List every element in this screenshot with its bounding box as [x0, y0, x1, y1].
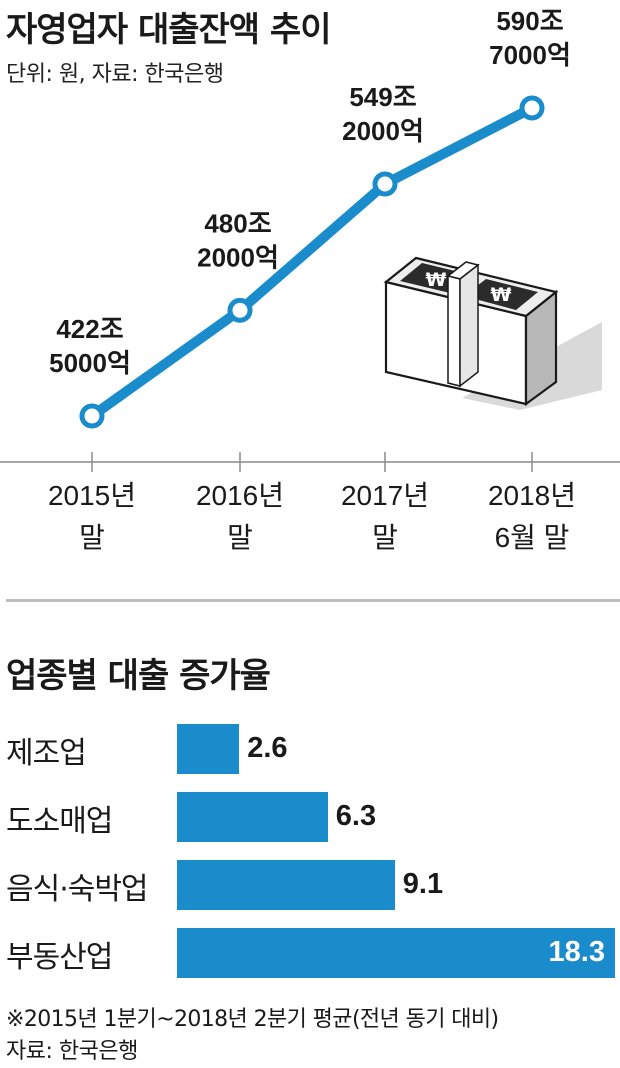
money-bundle-icon: ₩ ₩	[383, 256, 602, 410]
data-point	[372, 171, 398, 197]
line-chart-subtitle: 단위: 원, 자료: 한국은행	[6, 62, 224, 87]
bar-chart-title: 업종별 대출 증가율	[6, 656, 271, 696]
bar-row: 도소매업 6.3	[0, 792, 620, 842]
line-chart-title: 자영업자 대출잔액 추이	[6, 10, 331, 50]
bar-row: 음식·숙박업 9.1	[0, 860, 620, 910]
data-point	[79, 403, 105, 429]
bar	[177, 792, 328, 842]
bar	[177, 724, 240, 774]
series-line	[87, 103, 537, 421]
data-label: 549조 2000억	[342, 82, 424, 146]
data-label: 422조 5000억	[49, 314, 131, 378]
x-tick-label: 2016년 말	[196, 480, 284, 553]
x-tick-label: 2015년 말	[48, 480, 136, 553]
bar-category-label: 제조업	[6, 736, 87, 771]
bar-category-label: 음식·숙박업	[6, 872, 149, 907]
line-chart: ₩ ₩ 422조 5000억 480조 2000억 549조 2000억 590조 7000억…	[0, 6, 620, 553]
bar	[177, 928, 615, 978]
source-note: 자료: 한국은행	[6, 1039, 138, 1064]
bar-value-label: 2.6	[247, 732, 288, 764]
bar	[177, 860, 395, 910]
bar-category-label: 도소매업	[6, 804, 113, 839]
section-divider	[6, 599, 620, 602]
x-tick-label: 2017년 말	[341, 480, 429, 553]
svg-text:₩: ₩	[426, 269, 447, 291]
bar-value-label: 18.3	[548, 936, 605, 968]
x-tick-label: 2018년 6월 말	[488, 480, 576, 553]
bar-value-label: 6.3	[335, 800, 377, 832]
bar-row: 부동산업 18.3	[0, 928, 620, 978]
data-label: 480조 2000억	[197, 208, 279, 272]
bar-row: 제조업 2.6	[0, 724, 620, 774]
data-point	[519, 95, 545, 121]
bar-category-label: 부동산업	[6, 940, 113, 975]
footnote: ※2015년 1분기~2018년 2분기 평균(전년 동기 대비)	[6, 1007, 499, 1032]
svg-text:₩: ₩	[491, 284, 512, 306]
data-point	[227, 297, 253, 323]
data-label: 590조 7000억	[489, 6, 571, 70]
bar-value-label: 9.1	[402, 868, 444, 900]
